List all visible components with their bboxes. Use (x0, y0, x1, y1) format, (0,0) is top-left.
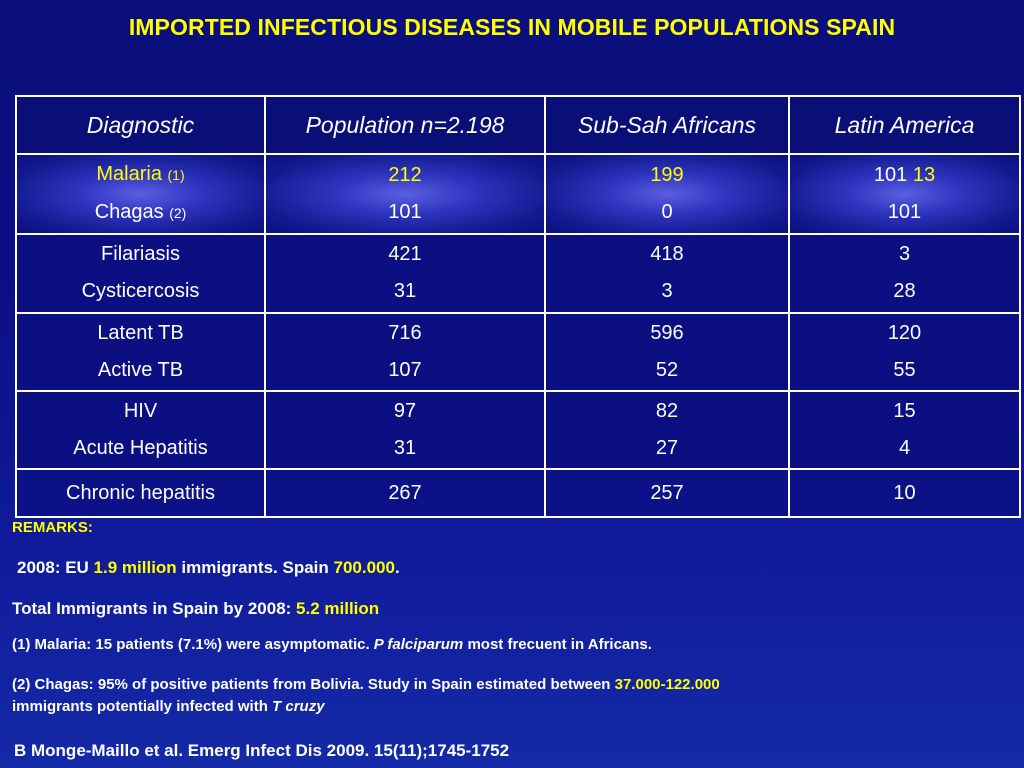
africans-cell: 257 (544, 468, 790, 518)
latin-america-cell: 3 28 (788, 233, 1021, 314)
africans-cell: 199 0 (544, 152, 790, 236)
value: 0 (661, 201, 673, 224)
highlight: 37.000-122.000 (614, 676, 720, 693)
header-population: Population n=2.198 (264, 95, 546, 155)
diagnostic-cell: Chronic hepatitis (15, 468, 266, 518)
remark-line-malaria: (1) Malaria: 15 patients (7.1%) were asy… (12, 636, 652, 653)
value: 101 (388, 201, 422, 224)
diagnostic-cell: Filariasis Cysticercosis (15, 233, 266, 314)
value: 52 (655, 358, 679, 381)
table-header-row: Diagnostic Population n=2.198 Sub-Sah Af… (15, 95, 1021, 155)
text: . (394, 558, 400, 577)
species-name: P falciparum (373, 636, 464, 653)
value: 3 (898, 243, 911, 266)
remark-line-chagas: (2) Chagas: 95% of positive patients fro… (12, 674, 1012, 718)
africans-cell: 596 52 (544, 311, 790, 392)
latin-america-cell: 15 4 (788, 389, 1021, 471)
species-name: T cruzy (272, 698, 325, 715)
population-cell: 212 101 (264, 152, 546, 236)
value: 4 (898, 436, 911, 459)
table-row: HIV Acute Hepatitis 97 31 82 27 15 4 (15, 389, 1021, 471)
latin-america-cell: 120 55 (788, 311, 1021, 392)
value: 199 (650, 164, 684, 187)
text: (2) Chagas: 95% of positive patients fro… (12, 676, 615, 693)
population-cell: 421 31 (264, 233, 546, 314)
diagnostic-label: Acute Hepatitis (73, 436, 208, 459)
highlight: 5.2 million (296, 599, 380, 618)
diagnostic-cell: Latent TB Active TB (15, 311, 266, 392)
diagnostic-label: HIV (123, 399, 158, 422)
population-cell: 97 31 (264, 389, 546, 471)
value: 120 (887, 321, 922, 344)
diagnostic-label: Cysticercosis (81, 280, 200, 303)
diagnostic-malaria: Malaria (96, 163, 162, 186)
value: 418 (650, 243, 684, 266)
latin-america-cell: 101 13 101 (788, 152, 1021, 236)
value: 55 (893, 358, 916, 381)
text: (1) Malaria: 15 patients (7.1%) were asy… (12, 636, 374, 653)
remark-line-total-immigrants: Total Immigrants in Spain by 2008: 5.2 m… (12, 599, 379, 619)
header-latin-america: Latin America (788, 95, 1021, 155)
citation: B Monge-Maillo et al. Emerg Infect Dis 2… (14, 741, 510, 760)
table-row: Chronic hepatitis 267 257 10 (15, 468, 1021, 518)
value: 3 (661, 280, 673, 303)
diagnostic-cell: HIV Acute Hepatitis (15, 389, 266, 471)
value: 101 (873, 164, 908, 187)
diagnostic-label: Active TB (97, 358, 184, 381)
diagnostic-chagas: Chagas (94, 201, 164, 224)
table-row: Filariasis Cysticercosis 421 31 418 3 3 … (15, 233, 1021, 314)
text: 2008: EU (17, 558, 94, 577)
value: 13 (912, 164, 936, 187)
text: immigrants. Spain (176, 558, 334, 577)
value: 212 (388, 164, 422, 187)
value: 421 (388, 243, 422, 266)
page-title: IMPORTED INFECTIOUS DISEASES IN MOBILE P… (128, 14, 896, 40)
value: 27 (655, 436, 679, 459)
text: immigrants potentially infected with (12, 698, 273, 715)
table-row: Malaria (1) Chagas (2) 212 101 199 0 101… (15, 152, 1021, 236)
value: 101 (887, 201, 922, 224)
value: 107 (388, 358, 422, 381)
diseases-table: Diagnostic Population n=2.198 Sub-Sah Af… (15, 95, 1021, 518)
header-diagnostic: Diagnostic (15, 95, 266, 155)
footnote-ref: (1) (167, 167, 185, 184)
diagnostic-cell: Malaria (1) Chagas (2) (15, 152, 266, 236)
value: 15 (893, 399, 916, 422)
remarks-heading: REMARKS: (12, 519, 93, 536)
africans-cell: 82 27 (544, 389, 790, 471)
highlight: 1.9 million (93, 558, 177, 577)
africans-cell: 418 3 (544, 233, 790, 314)
population-cell: 267 (264, 468, 546, 518)
value: 97 (393, 399, 417, 422)
remark-line-eu-immigrants: 2008: EU 1.9 million immigrants. Spain 7… (17, 558, 400, 578)
value: 716 (388, 321, 422, 344)
value: 31 (393, 436, 417, 459)
footnote-ref: (2) (169, 205, 187, 222)
text: most frecuent in Africans. (463, 636, 652, 653)
diagnostic-label: Latent TB (97, 321, 184, 344)
header-sub-sah-africans: Sub-Sah Africans (544, 95, 790, 155)
diagnostic-label: Filariasis (101, 243, 180, 266)
value: 596 (650, 321, 684, 344)
highlight: 700.000 (333, 558, 395, 577)
value: 31 (393, 280, 417, 303)
latin-america-cell: 10 (788, 468, 1021, 518)
value: 82 (655, 399, 679, 422)
value: 28 (893, 280, 916, 303)
population-cell: 716 107 (264, 311, 546, 392)
table-row: Latent TB Active TB 716 107 596 52 120 5… (15, 311, 1021, 392)
text: Total Immigrants in Spain by 2008: (12, 599, 297, 618)
